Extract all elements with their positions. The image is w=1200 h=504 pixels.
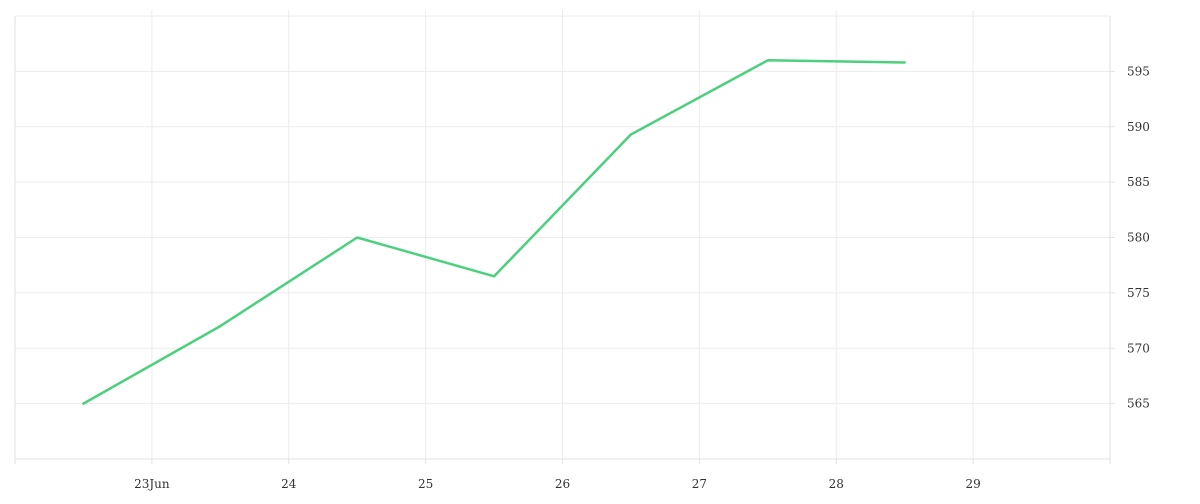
series-layer <box>82 59 906 405</box>
y-tick-label: 575 <box>1127 286 1150 300</box>
x-tick-label: 26 <box>555 477 570 491</box>
y-tick-label: 565 <box>1127 397 1150 411</box>
x-tick-label: 23Jun <box>134 477 170 491</box>
series-line <box>82 59 906 405</box>
x-tick-label: 25 <box>418 477 433 491</box>
y-tick-label: 590 <box>1127 120 1150 134</box>
grid-layer <box>15 10 1110 459</box>
y-tick-label: 585 <box>1127 175 1150 189</box>
label-layer: 565 570 575 580 585 590 595 23Jun 24 25 26 27 28 29 <box>134 64 1150 491</box>
y-tick-label: 580 <box>1127 231 1150 245</box>
axis-layer <box>14 16 1115 464</box>
x-tick-label: 28 <box>829 477 844 491</box>
x-tick-label: 24 <box>281 477 297 491</box>
y-tick-label: 595 <box>1127 64 1150 78</box>
x-tick-label: 27 <box>692 477 707 491</box>
y-tick-label: 570 <box>1127 341 1150 355</box>
x-tick-label: 29 <box>965 477 980 491</box>
